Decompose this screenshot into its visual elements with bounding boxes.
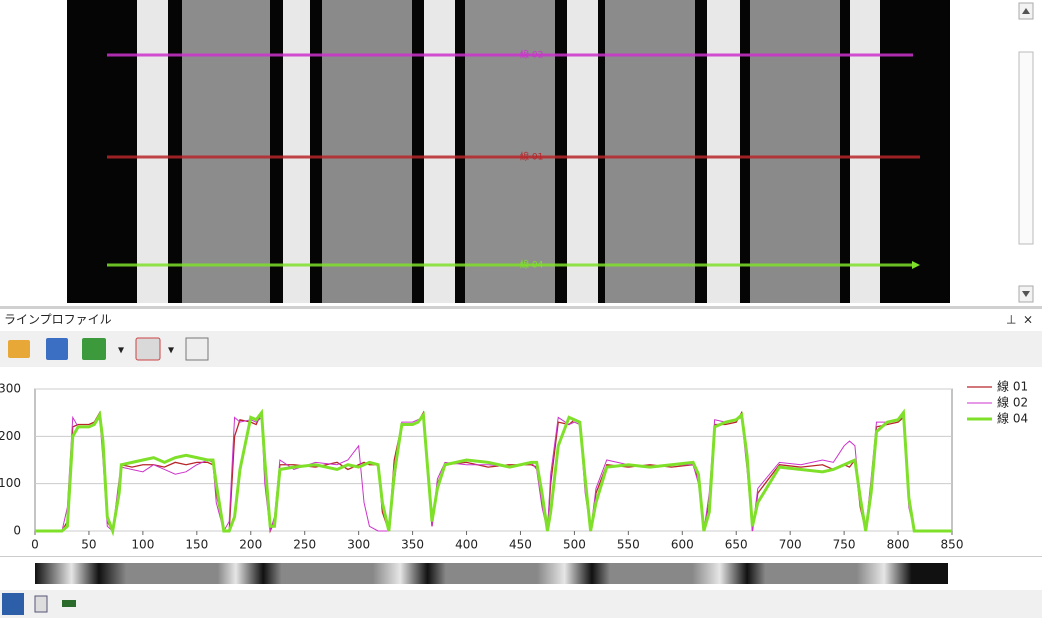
y-tick-label: 300	[0, 382, 21, 396]
x-tick-label: 800	[887, 538, 910, 552]
stripe	[567, 0, 598, 303]
profile-strip	[35, 563, 948, 584]
x-tick-label: 350	[401, 538, 424, 552]
pin-button[interactable]: ⊥	[1006, 313, 1016, 327]
panel-title: ラインプロファイル	[4, 313, 112, 327]
tab-graph[interactable]	[2, 593, 24, 615]
profile-line-label: 線 01	[520, 151, 543, 163]
x-tick-label: 750	[833, 538, 856, 552]
arrow-head	[912, 261, 920, 269]
x-tick-label: 100	[131, 538, 154, 552]
stripe	[283, 0, 310, 303]
stripe	[182, 0, 270, 303]
legend-label: 線 04	[997, 411, 1028, 426]
save-icon[interactable]	[46, 338, 68, 360]
legend-label: 線 01	[997, 379, 1028, 394]
image-view	[67, 0, 950, 303]
separator	[0, 556, 1042, 557]
y-tick-label: 200	[0, 429, 21, 443]
legend-label: 線 02	[997, 395, 1028, 410]
tab-table[interactable]	[34, 595, 48, 613]
dropdown[interactable]: ▾	[168, 343, 174, 357]
x-tick-label: 200	[239, 538, 262, 552]
x-tick-label: 400	[455, 538, 478, 552]
stripe	[707, 0, 740, 303]
chart: 0 100 200 300 0 50 100 150 200 250 300 350 400 450 500…	[0, 379, 1028, 552]
stripe	[850, 0, 880, 303]
x-tick-label: 650	[725, 538, 748, 552]
x-tick-label: 50	[81, 538, 96, 552]
toolbar	[0, 331, 1042, 367]
x-tick-label: 600	[671, 538, 694, 552]
open-icon[interactable]	[8, 340, 30, 358]
arrow	[1022, 8, 1030, 14]
stripe	[465, 0, 555, 303]
stripe	[750, 0, 840, 303]
plot-area	[34, 388, 953, 532]
y-tick-label: 0	[13, 524, 21, 538]
scroll-thumb[interactable]	[1018, 51, 1034, 245]
splitter[interactable]	[0, 306, 1042, 309]
x-tick-label: 250	[293, 538, 316, 552]
x-tick-label: 850	[941, 538, 964, 552]
x-tick-label: 550	[617, 538, 640, 552]
profile-line-label: 線 04	[520, 259, 544, 271]
x-tick-label: 0	[31, 538, 39, 552]
x-tick-label: 450	[509, 538, 532, 552]
series-line	[35, 408, 952, 537]
scrollbar	[1018, 2, 1034, 303]
profile-line-label: 線 02	[520, 49, 543, 61]
dropdown[interactable]: ▾	[118, 343, 124, 357]
stripe	[322, 0, 412, 303]
x-tick-label: 300	[347, 538, 370, 552]
x-tick-label: 150	[185, 538, 208, 552]
arrow	[1022, 291, 1030, 297]
stripe	[424, 0, 455, 303]
report-icon[interactable]	[135, 337, 161, 361]
stripe	[605, 0, 695, 303]
tab-bar	[0, 590, 1042, 618]
tab-strip[interactable]	[62, 600, 76, 607]
close-button[interactable]: ×	[1023, 313, 1033, 327]
x-tick-label: 700	[779, 538, 802, 552]
excel-icon[interactable]	[82, 338, 106, 360]
y-tick-label: 100	[0, 476, 21, 490]
stripe	[137, 0, 168, 303]
x-tick-label: 500	[563, 538, 586, 552]
stats-icon[interactable]	[185, 337, 209, 361]
